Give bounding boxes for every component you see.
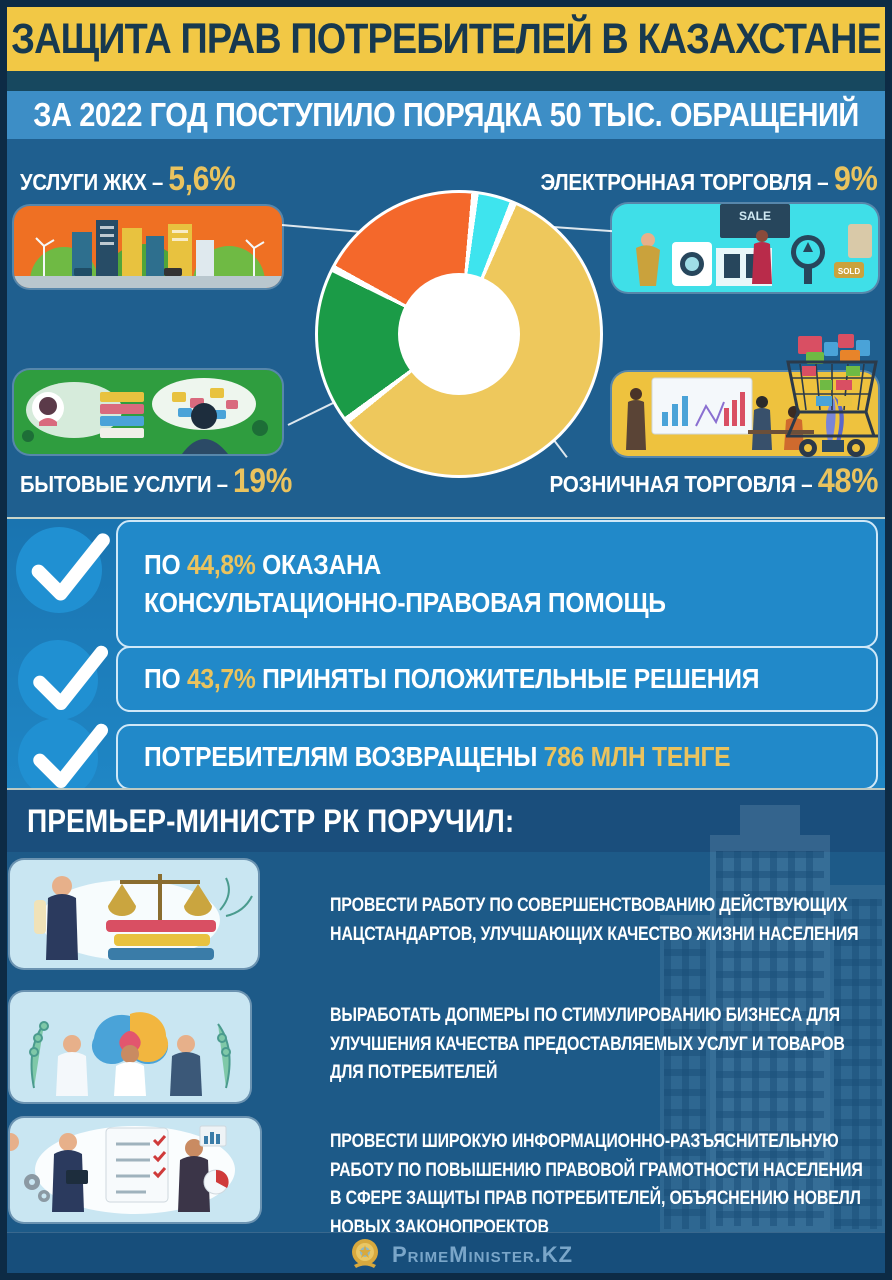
frame-border (0, 0, 7, 1280)
task-text: ПРОВЕСТИ ШИРОКУЮ ИНФОРМАЦИОННО-РАЗЪЯСНИТ… (330, 1131, 863, 1238)
task-text: ВЫРАБОТАТЬ ДОПМЕРЫ ПО СТИМУЛИРОВАНИЮ БИЗ… (330, 1005, 845, 1083)
government-building-illustration (620, 795, 886, 1232)
label-household-name: БЫТОВЫЕ УСЛУГИ – (20, 471, 234, 497)
task-item: ВЫРАБОТАТЬ ДОПМЕРЫ ПО СТИМУЛИРОВАНИЮ БИЗ… (330, 1002, 892, 1088)
household-services-illustration (14, 370, 282, 454)
result-highlight: 786 МЛН ТЕНГЕ (543, 741, 731, 773)
label-ecommerce: ЭЛЕКТРОННАЯ ТОРГОВЛЯ – 9% (503, 160, 878, 199)
check-icon (33, 645, 109, 710)
frame-border (0, 0, 892, 7)
result-card-decisions: ПО 43,7% ПРИНЯТЫ ПОЛОЖИТЕЛЬНЫЕ РЕШЕНИЯ (116, 646, 878, 712)
result-card-consulting: ПО 44,8% ОКАЗАНА КОНСУЛЬТАЦИОННО-ПРАВОВА… (116, 520, 878, 648)
label-retail-value: 48% (817, 462, 879, 500)
services-icon (22, 378, 268, 454)
label-utilities-name: УСЛУГИ ЖКХ – (20, 169, 169, 195)
premier-heading-band: ПРЕМЬЕР-МИНИСТР РК ПОРУЧИЛ: (7, 788, 885, 852)
appliances-icon: SALE SOLD (636, 204, 872, 286)
divider-stripe (7, 71, 885, 91)
premier-heading: ПРЕМЬЕР-МИНИСТР РК ПОРУЧИЛ: (27, 802, 515, 839)
check-icon (33, 723, 109, 788)
sold-sign-text: SOLD (838, 267, 860, 276)
city-icon (14, 220, 282, 288)
check-icon (31, 533, 110, 601)
result-text: ПОТРЕБИТЕЛЯМ ВОЗВРАЩЕНЫ (144, 741, 544, 773)
label-household: БЫТОВЫЕ УСЛУГИ – 19% (20, 462, 329, 501)
kazakhstan-emblem-icon (352, 1239, 378, 1268)
task-text: ПРОВЕСТИ РАБОТУ ПО СОВЕРШЕНСТВОВАНИЮ ДЕЙ… (330, 895, 859, 945)
label-utilities: УСЛУГИ ЖКХ – 5,6% (20, 160, 265, 199)
frame-border (885, 0, 892, 1280)
result-text: ПРИНЯТЫ ПОЛОЖИТЕЛЬНЫЕ РЕШЕНИЯ (255, 663, 760, 695)
page-title: ЗАЩИТА ПРАВ ПОТРЕБИТЕЛЕЙ В КАЗАХСТАНЕ (11, 14, 882, 63)
task-item: ПРОВЕСТИ ШИРОКУЮ ИНФОРМАЦИОННО-РАЗЪЯСНИТ… (330, 1128, 892, 1242)
task-icon-card (10, 992, 250, 1102)
result-highlight: 44,8% (186, 549, 256, 581)
pie-chart-hole (398, 273, 520, 395)
label-utilities-value: 5,6% (168, 160, 236, 198)
result-text-line2: КОНСУЛЬТАЦИОННО-ПРАВОВАЯ ПОМОЩЬ (144, 587, 666, 618)
justice-books-icon (34, 874, 253, 960)
utilities-city-illustration (14, 206, 282, 288)
result-text: ОКАЗАНА (255, 549, 382, 581)
teamwork-brain-icon (29, 1012, 231, 1096)
result-text: ПО (144, 549, 187, 581)
footer-bar (7, 1232, 885, 1273)
sale-sign-text: SALE (739, 209, 771, 223)
task-icon-card (10, 860, 258, 968)
shopping-cart-icon (786, 334, 878, 457)
retail-illustration (612, 372, 878, 456)
label-retail: РОЗНИЧНАЯ ТОРГОВЛЯ – 48% (513, 462, 878, 501)
ecommerce-shop-illustration: SALE SOLD (612, 204, 878, 292)
subtitle-band: ЗА 2022 ГОД ПОСТУПИЛО ПОРЯДКА 50 ТЫС. ОБ… (7, 91, 885, 139)
task-item: ПРОВЕСТИ РАБОТУ ПО СОВЕРШЕНСТВОВАНИЮ ДЕЙ… (330, 892, 892, 949)
result-card-refunds: ПОТРЕБИТЕЛЯМ ВОЗВРАЩЕНЫ 786 МЛН ТЕНГЕ (116, 724, 878, 790)
footer-brand[interactable]: PrimeMinister.KZ (392, 1242, 574, 1267)
checklist-people-icon (1, 1125, 235, 1214)
page-subtitle: ЗА 2022 ГОД ПОСТУПИЛО ПОРЯДКА 50 ТЫС. ОБ… (33, 96, 859, 133)
task-icon-card (1, 1118, 260, 1222)
label-ecommerce-value: 9% (834, 160, 878, 198)
label-retail-name: РОЗНИЧНАЯ ТОРГОВЛЯ – (549, 471, 818, 497)
result-highlight: 43,7% (186, 663, 256, 695)
main-title-band: ЗАЩИТА ПРАВ ПОТРЕБИТЕЛЕЙ В КАЗАХСТАНЕ (7, 7, 885, 71)
label-household-value: 19% (233, 462, 293, 500)
result-text: ПО (144, 663, 187, 695)
frame-border (0, 1273, 892, 1280)
label-ecommerce-name: ЭЛЕКТРОННАЯ ТОРГОВЛЯ – (540, 169, 835, 195)
